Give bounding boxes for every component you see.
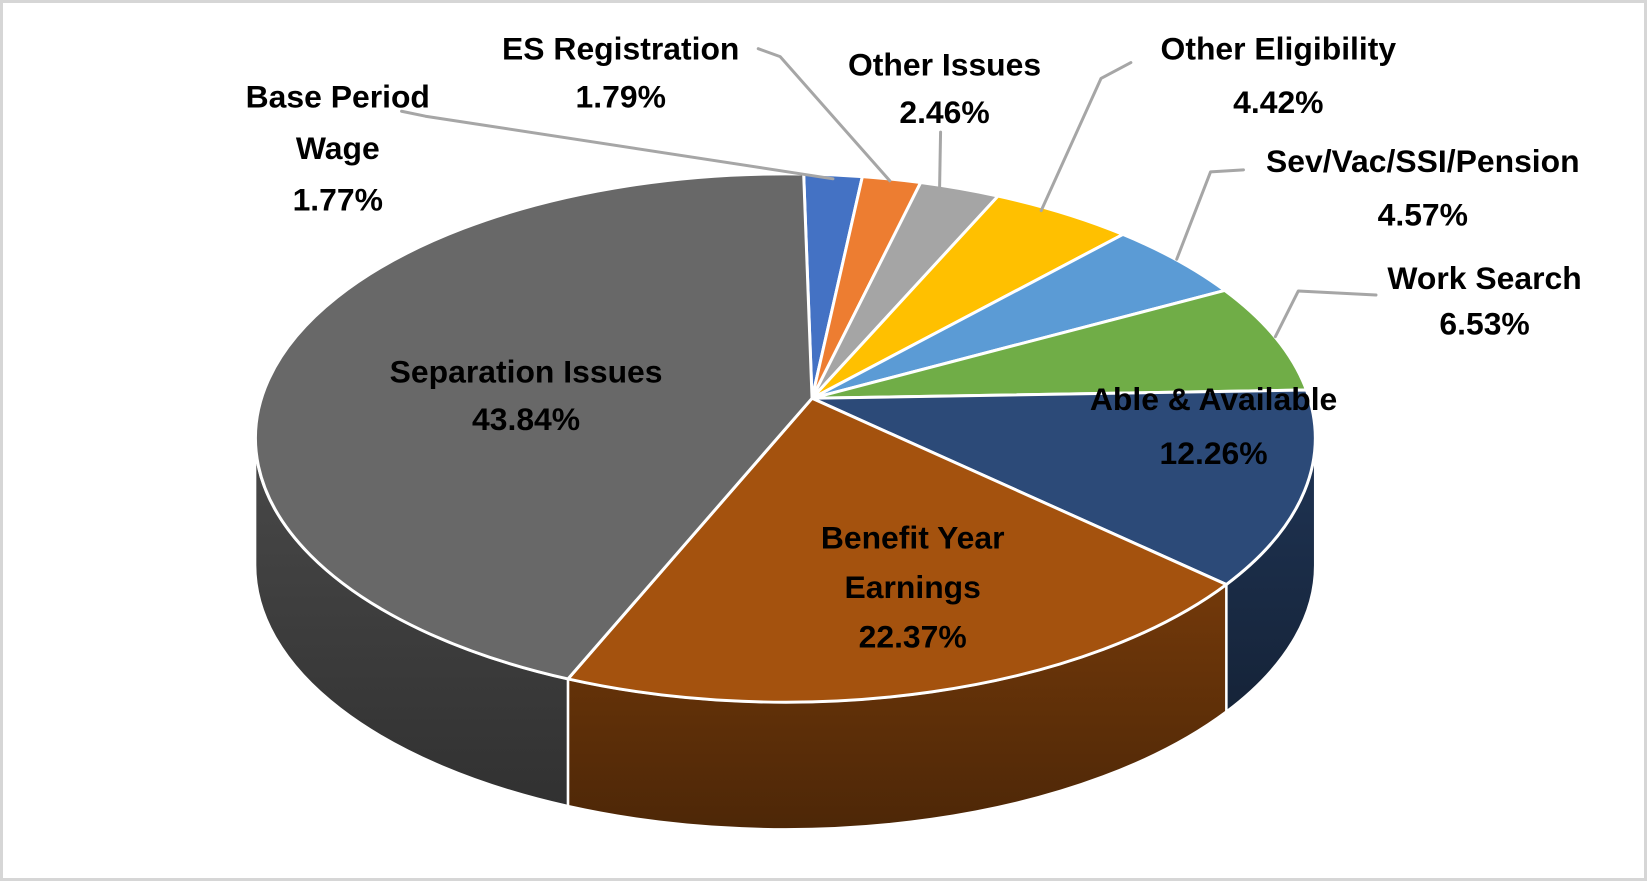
slice-label-able-available-line-1: Able & Available (1090, 381, 1337, 417)
slice-label-other-issues-line-2: 2.46% (899, 94, 989, 130)
leader-line-es-registration (756, 47, 892, 183)
slice-label-benefit-year-earnings-line-2: Earnings (844, 569, 980, 605)
pie-slice-separation-issues (253, 172, 814, 681)
pie-slice-able-available (810, 388, 1317, 587)
slice-label-benefit-year-earnings-line-1: Benefit Year (821, 519, 1005, 555)
slice-label-base-period-wage-line-2: Wage (296, 130, 380, 166)
slice-label-base-period-wage-line-1: Base Period (246, 78, 430, 114)
pie-slice-benefit-year-earnings (566, 396, 1228, 704)
3d-pie-chart: Base Period Wage 1.77% ES Registration 1.79%… (246, 31, 1582, 831)
leader-line-other-issues (938, 130, 943, 191)
slice-label-other-eligibility-line-1: Other Eligibility (1161, 31, 1397, 67)
leader-line-work-search (1273, 289, 1378, 339)
slice-label-benefit-year-earnings-line-3: 22.37% (859, 619, 967, 655)
slice-label-separation-issues-line-1: Separation Issues (390, 353, 663, 389)
slice-label-es-registration-line-2: 1.79% (576, 78, 666, 114)
slice-label-sev-vac-ssi-pension-line-2: 4.57% (1378, 197, 1468, 233)
leader-line-base-period-wage (400, 109, 835, 181)
slice-label-other-eligibility-line-2: 4.42% (1233, 84, 1323, 120)
slice-label-separation-issues-line-2: 43.84% (472, 401, 580, 437)
slice-label-sev-vac-ssi-pension-line-1: Sev/Vac/SSI/Pension (1266, 143, 1580, 179)
slice-label-work-search-line-1: Work Search (1387, 260, 1581, 296)
leader-line-sev-vac-ssi-pension (1175, 168, 1245, 261)
slice-label-other-issues-line-1: Other Issues (848, 47, 1041, 83)
slice-label-base-period-wage-line-3: 1.77% (293, 182, 383, 218)
slice-label-work-search-line-2: 6.53% (1439, 306, 1529, 342)
slice-label-able-available-line-2: 12.26% (1160, 435, 1268, 471)
pie-slice-work-search (810, 288, 1308, 400)
leader-line-other-eligibility (1039, 61, 1133, 213)
slice-label-es-registration-line-1: ES Registration (502, 31, 739, 67)
